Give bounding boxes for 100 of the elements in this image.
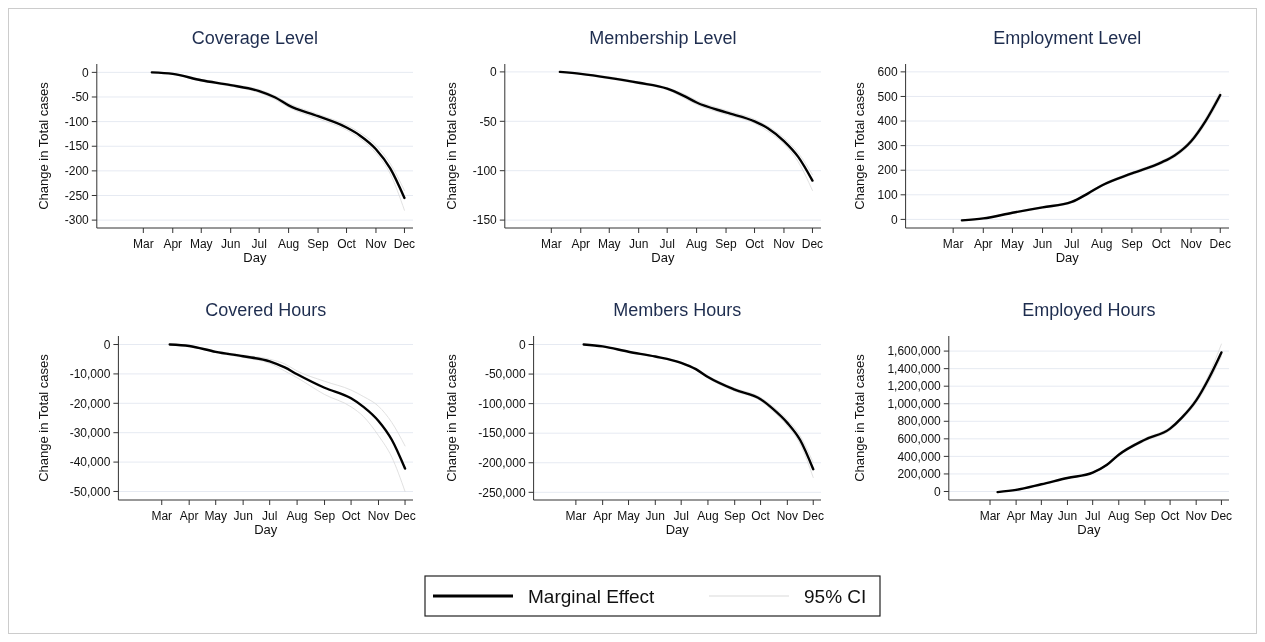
y-tick-label: 1,200,000 [887,379,942,394]
x-tick-label: Nov [1185,509,1207,523]
y-tick-label: -100 [64,114,90,129]
y-tick-label: 0 [82,65,90,80]
y-axis-title: Change in Total cases [36,353,51,482]
x-tick-label: Jun [645,509,665,523]
y-tick-label: -50 [71,90,90,105]
x-tick-label: Dec [1210,509,1233,523]
x-tick-label: Apr [593,509,612,523]
y-tick-label: -100,000 [478,396,526,411]
x-tick-label: Oct [341,509,362,523]
x-tick-label: Aug [286,509,308,523]
y-tick-label: 300 [877,138,898,153]
x-tick-label: Apr [163,237,183,251]
x-tick-label: May [204,509,228,523]
x-tick-label: Apr [571,237,591,251]
y-tick-label: 500 [877,89,898,104]
chart-title: Membership Level [589,28,737,48]
x-tick-label: Aug [1108,509,1130,523]
y-tick-label: -150 [472,213,498,228]
x-tick-label: Mar [565,509,587,523]
x-tick-label: Nov [776,509,799,523]
chart-title: Coverage Level [191,28,318,48]
y-tick-label: 0 [103,337,111,352]
x-tick-label: Sep [313,509,336,523]
x-tick-label: Jun [1057,509,1078,523]
x-tick-label: May [1030,509,1053,523]
x-tick-label: Oct [745,237,765,251]
y-tick-label: 400,000 [897,449,942,464]
x-tick-label: Jun [233,509,253,523]
legend-label: 95% CI [804,585,867,607]
x-tick-label: Dec [802,509,824,523]
x-tick-label: Jul [673,509,689,523]
y-axis-title: Change in Total cases [444,81,459,210]
y-tick-label: -200 [64,164,90,179]
y-tick-label: 100 [877,188,898,203]
x-tick-label: Sep [715,237,738,251]
y-tick-label: -50,000 [484,367,526,382]
y-tick-label: 1,400,000 [887,361,942,376]
y-tick-label: -20,000 [69,396,111,411]
y-tick-label: 1,600,000 [887,344,942,359]
x-tick-label: Jul [1064,237,1080,251]
x-tick-label: Dec [393,237,416,251]
y-tick-label: 200,000 [897,467,942,482]
x-tick-label: Nov [365,237,387,251]
x-tick-label: May [1001,237,1024,251]
x-tick-label: Aug [277,237,300,251]
y-axis-title: Change in Total cases [852,353,867,482]
x-tick-label: Mar [942,237,964,251]
y-tick-label: -10,000 [69,367,111,382]
y-tick-label: 800,000 [897,414,942,429]
y-tick-label: -150,000 [478,426,526,441]
x-axis-title: Day [1055,250,1080,265]
x-tick-label: Apr [179,509,199,523]
y-tick-label: -250,000 [478,485,526,500]
x-tick-label: Jun [629,237,649,251]
x-tick-label: Jul [251,237,267,251]
y-axis-title: Change in Total cases [852,81,867,210]
x-tick-label: Mar [979,509,1001,523]
x-tick-label: Nov [1180,237,1202,251]
y-axis-title: Change in Total cases [36,81,51,210]
x-tick-label: Jul [659,237,675,251]
y-tick-label: -30,000 [69,425,111,440]
y-tick-label: -100 [472,163,498,178]
x-tick-label: Sep [307,237,330,251]
x-axis-title: Day [243,250,267,265]
y-tick-label: 200 [877,163,898,178]
y-tick-label: 1,000,000 [887,396,942,411]
x-tick-label: Jul [1085,509,1101,523]
y-tick-label: 0 [490,65,498,80]
y-tick-label: -300 [64,213,90,228]
x-tick-label: Jul [262,509,278,523]
x-tick-label: Oct [1151,237,1172,251]
x-tick-label: Aug [685,237,708,251]
y-tick-label: -150 [64,139,90,154]
y-tick-label: 600 [877,65,898,80]
x-tick-label: Nov [773,237,795,251]
y-tick-label: -200,000 [478,455,526,470]
y-tick-label: 400 [877,114,898,129]
y-tick-label: 0 [934,484,942,499]
y-tick-label: 600,000 [897,432,942,447]
x-tick-label: Oct [1160,509,1181,523]
x-axis-title: Day [651,250,675,265]
y-tick-label: 0 [890,212,898,227]
x-axis-title: Day [1077,522,1101,537]
x-tick-label: Aug [1091,237,1113,251]
x-tick-label: Dec [394,509,416,523]
y-tick-label: 0 [518,337,526,352]
x-tick-label: Mar [151,509,173,523]
y-tick-label: -40,000 [69,455,111,470]
x-tick-label: Jun [221,237,241,251]
chart-title: Covered Hours [205,300,327,320]
chart-title: Employment Level [993,28,1142,48]
legend-label: Marginal Effect [528,585,656,607]
x-tick-label: Aug [697,509,719,523]
x-tick-label: Jun [1032,237,1053,251]
x-tick-label: Sep [724,509,746,523]
x-tick-label: Oct [751,509,771,523]
x-axis-title: Day [665,522,690,537]
x-tick-label: Apr [973,237,993,251]
